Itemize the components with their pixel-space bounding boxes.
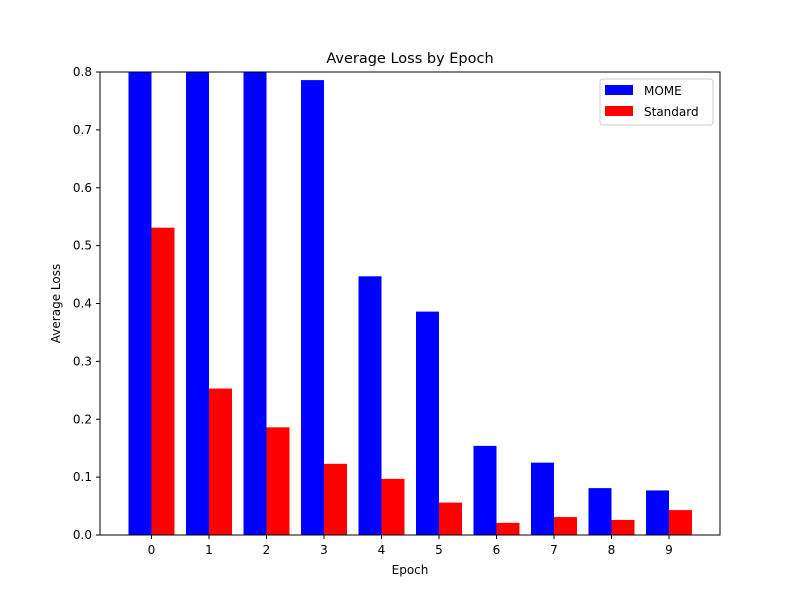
bar-standard-4 [381, 478, 405, 535]
bar-standard-0 [151, 227, 175, 535]
bar-mome-4 [358, 276, 382, 535]
y-axis-label: Average Loss [49, 264, 63, 343]
y-tick-label: 0.0 [73, 528, 92, 542]
axes-layer: 0.0 0.1 0.2 0.3 0.4 0.5 0.6 0.7 0.8 0 1 2 3 4 5 6 7 8 9 [73, 65, 721, 557]
x-tick-label: 8 [608, 543, 616, 557]
bar-standard-6 [496, 522, 520, 535]
x-tick-label: 0 [148, 543, 156, 557]
bar-standard-9 [669, 510, 692, 535]
y-tick-label: 0.1 [73, 470, 92, 484]
bar-mome-8 [588, 488, 612, 535]
bar-standard-3 [324, 463, 347, 535]
bar-mome-7 [531, 462, 554, 535]
legend-swatch-standard [605, 106, 633, 116]
x-axis-label: Epoch [392, 563, 429, 577]
bar-standard-1 [209, 388, 232, 535]
bar-mome-6 [473, 445, 497, 535]
y-tick-label: 0.2 [73, 412, 92, 426]
bar-standard-7 [554, 517, 577, 535]
x-tick-label: 4 [378, 543, 386, 557]
bar-standard-2 [266, 427, 290, 535]
bars-layer [128, 72, 692, 535]
x-tick-label: 5 [435, 543, 443, 557]
x-tick-label: 6 [493, 543, 501, 557]
chart-title: Average Loss by Epoch [326, 51, 493, 67]
bar-mome-5 [416, 311, 439, 535]
legend-label-standard: Standard [644, 105, 699, 119]
y-tick-label: 0.3 [73, 354, 92, 368]
x-tick-label: 9 [665, 543, 673, 557]
bar-mome-0 [128, 72, 152, 535]
y-tick-label: 0.5 [73, 239, 92, 253]
x-tick-label: 3 [320, 543, 328, 557]
bar-standard-5 [439, 502, 462, 535]
bar-mome-2 [243, 72, 267, 535]
legend: MOME Standard [599, 78, 714, 126]
x-tick-label: 1 [205, 543, 213, 557]
legend-label-mome: MOME [644, 84, 682, 98]
x-tick-label: 2 [263, 543, 271, 557]
y-tick-label: 0.8 [73, 65, 92, 79]
bar-mome-1 [186, 72, 209, 535]
y-tick-label: 0.4 [73, 297, 92, 311]
bar-standard-8 [611, 519, 635, 535]
y-tick-label: 0.6 [73, 181, 92, 195]
legend-swatch-mome [605, 85, 633, 95]
y-tick-label: 0.7 [73, 123, 92, 137]
bar-mome-3 [301, 80, 324, 535]
bar-mome-9 [646, 490, 669, 535]
x-tick-label: 7 [550, 543, 558, 557]
